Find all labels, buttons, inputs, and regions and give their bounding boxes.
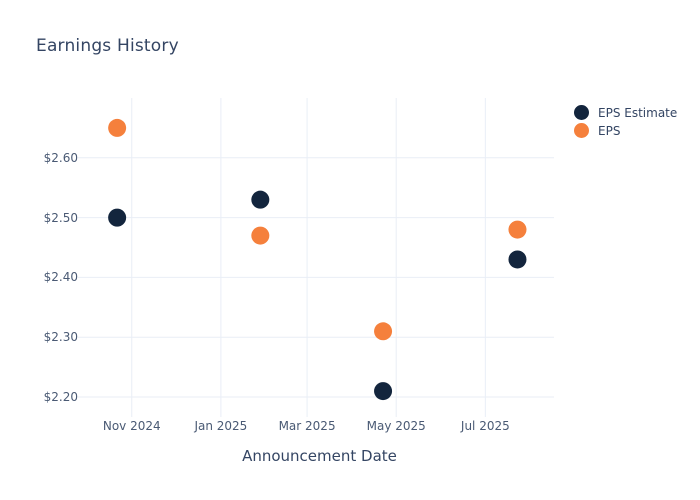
- y-tick-label: $2.20: [43, 390, 78, 405]
- x-tick-label: Mar 2025: [278, 419, 336, 433]
- data-point-eps-estimate[interactable]: [251, 190, 270, 209]
- data-point-eps-estimate[interactable]: [508, 250, 527, 269]
- data-point-eps[interactable]: [251, 226, 270, 245]
- legend-item-eps-estimate[interactable]: EPS Estimate: [574, 105, 677, 120]
- x-axis-title: Announcement Date: [242, 447, 397, 465]
- y-tick-label: $2.40: [43, 270, 78, 285]
- x-tick-label: May 2025: [366, 419, 426, 433]
- data-point-eps-estimate[interactable]: [374, 382, 393, 401]
- y-tick-label: $2.60: [43, 150, 78, 165]
- data-point-eps-estimate[interactable]: [108, 208, 127, 227]
- data-point-eps[interactable]: [108, 118, 127, 137]
- legend-item-eps[interactable]: EPS: [574, 123, 677, 138]
- x-tick-label: Nov 2024: [102, 419, 161, 433]
- eps-marker-icon: [574, 123, 589, 138]
- data-point-eps[interactable]: [508, 220, 527, 239]
- data-point-eps[interactable]: [374, 322, 393, 341]
- y-tick-label: $2.50: [43, 210, 78, 225]
- legend-label-eps-estimate: EPS Estimate: [598, 105, 678, 120]
- x-tick-label: Jan 2025: [194, 419, 248, 433]
- legend-label-eps: EPS: [598, 123, 621, 138]
- x-tick-label: Jul 2025: [460, 419, 510, 433]
- legend: EPS Estimate EPS: [574, 105, 677, 138]
- y-tick-label: $2.30: [43, 330, 78, 345]
- eps-estimate-marker-icon: [574, 105, 589, 120]
- chart-title: Earnings History: [36, 36, 179, 56]
